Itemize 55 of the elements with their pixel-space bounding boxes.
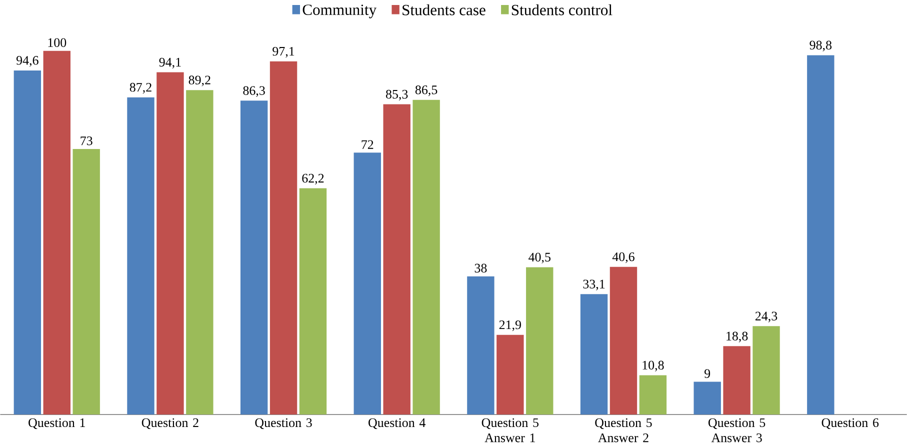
- bar: [240, 100, 268, 415]
- data-label: 86,5: [415, 86, 438, 96]
- bar: [354, 152, 381, 415]
- bar: [467, 276, 494, 415]
- bar: [43, 50, 70, 415]
- bar: [807, 55, 834, 415]
- bar: [186, 90, 214, 415]
- bar: [526, 267, 554, 415]
- x-tick-label: Question 6: [822, 418, 879, 430]
- data-label: 10,8: [642, 360, 664, 372]
- data-label: 98,8: [810, 40, 832, 52]
- data-label: 85,3: [386, 90, 408, 101]
- data-label: 40,6: [612, 252, 634, 264]
- x-tick-label: Question 5 Answer 1: [482, 418, 538, 442]
- data-label: 87,2: [130, 83, 152, 94]
- data-label: 9: [704, 369, 710, 378]
- bar: [156, 72, 184, 415]
- data-label: 94,1: [159, 58, 181, 69]
- legend-label: Community: [302, 4, 377, 18]
- data-label: 94,6: [16, 56, 38, 67]
- bar: [383, 104, 410, 415]
- bar: [72, 149, 100, 415]
- data-label: 38: [474, 264, 487, 273]
- bar: [723, 346, 750, 415]
- x-tick-label: Question 5 Answer 2: [595, 418, 652, 442]
- data-label: 40,5: [528, 252, 550, 264]
- data-label: 97,1: [272, 47, 294, 58]
- bar: [496, 334, 524, 415]
- legend-label: Students case: [402, 4, 486, 16]
- bar: [412, 100, 440, 415]
- data-label: 62,2: [302, 174, 324, 185]
- data-label: 73: [80, 136, 92, 146]
- bar: [580, 294, 608, 415]
- bar: [610, 266, 638, 415]
- x-tick-label: Question 3: [255, 418, 312, 430]
- data-label: 100: [48, 38, 66, 48]
- x-tick-label: Question 2: [142, 418, 198, 430]
- data-label: 24,3: [755, 312, 778, 322]
- x-tick-label: Question 4: [368, 418, 426, 430]
- data-label: 21,9: [499, 320, 521, 332]
- bar: [639, 375, 667, 415]
- legend-label: Students control: [512, 4, 612, 16]
- data-label: 18,8: [726, 332, 748, 342]
- data-label: 86,3: [243, 86, 265, 97]
- data-label: 33,1: [583, 280, 605, 290]
- data-label: 89,2: [188, 76, 210, 86]
- data-label: 72: [362, 140, 374, 149]
- x-tick-label: Question 5 Answer 3: [708, 418, 766, 442]
- bar: [299, 188, 327, 415]
- x-tick-label: Question 1: [28, 418, 85, 430]
- bar: [127, 97, 154, 415]
- bar: [14, 70, 42, 415]
- bar: [694, 382, 721, 415]
- bar: [752, 326, 780, 415]
- bar: [270, 61, 298, 415]
